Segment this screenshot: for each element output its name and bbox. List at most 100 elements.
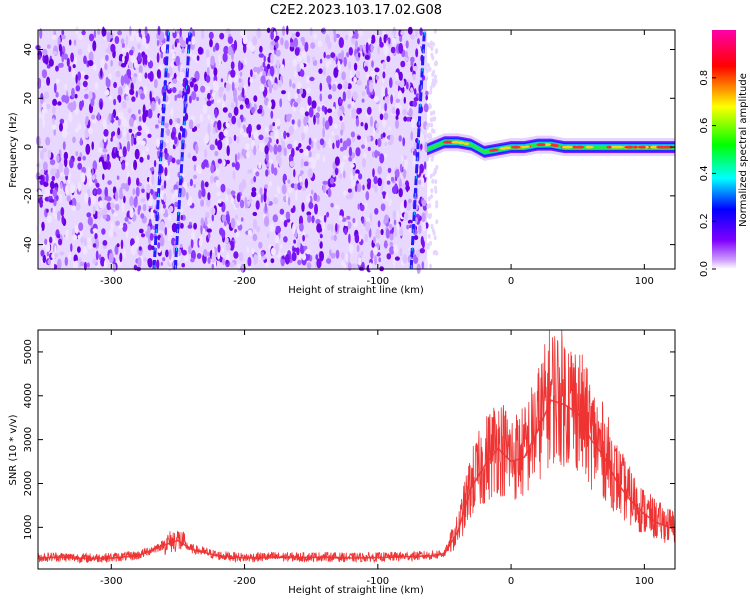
noise-speck — [289, 160, 295, 168]
noise-speck — [401, 86, 405, 94]
noise-speck — [84, 192, 89, 204]
noise-speck — [348, 243, 354, 254]
signal-peak — [499, 147, 507, 150]
noise-speck — [307, 168, 313, 179]
noise-speck — [234, 153, 238, 164]
noise-speck — [211, 214, 214, 222]
noise-speck — [160, 191, 163, 197]
noise-speck — [299, 223, 304, 232]
noise-speck — [116, 243, 120, 248]
noise-speck — [367, 106, 372, 115]
noise-speck — [226, 159, 230, 165]
noise-speck — [122, 128, 127, 138]
noise-speck — [349, 70, 353, 81]
snr-ticks: -300 -200 -100 0 100 1000 2000 3000 4000 5000 — [23, 330, 675, 587]
noise-speck — [280, 37, 284, 46]
noise-speck — [175, 123, 180, 129]
noise-speck — [217, 120, 222, 131]
noise-speck — [41, 81, 44, 87]
noise-speck — [269, 223, 275, 233]
noise-speck — [234, 161, 240, 171]
noise-speck — [169, 118, 173, 126]
noise-speck — [163, 161, 168, 168]
noise-speck — [353, 76, 357, 84]
noise-speck — [421, 199, 427, 207]
noise-speck — [224, 220, 227, 227]
noise-speck — [218, 131, 224, 141]
noise-speck — [210, 119, 214, 124]
noise-speck — [394, 256, 400, 261]
noise-speck — [54, 214, 58, 220]
noise-speck — [225, 82, 231, 92]
noise-speck — [193, 164, 197, 172]
noise-speck — [222, 107, 228, 113]
noise-speck — [398, 188, 403, 198]
noise-speck — [177, 172, 181, 178]
noise-speck — [83, 237, 87, 247]
noise-speck — [415, 249, 421, 258]
noise-speck — [113, 231, 117, 237]
noise-speck — [410, 34, 416, 40]
noise-speck — [358, 44, 364, 52]
noise-speck — [398, 71, 403, 81]
noise-speck — [270, 131, 274, 137]
noise-speck — [313, 114, 316, 125]
spectrogram-xtick-label: 0 — [508, 276, 514, 287]
noise-speck — [359, 28, 363, 37]
noise-speck — [147, 55, 151, 63]
noise-speck — [55, 78, 61, 84]
noise-speck — [223, 129, 229, 137]
noise-speck — [63, 53, 68, 60]
noise-speck — [192, 30, 196, 38]
noise-speck — [231, 115, 237, 125]
noise-speck — [309, 27, 313, 36]
noise-speck — [176, 159, 181, 165]
noise-speck — [140, 213, 145, 219]
noise-speck — [153, 160, 157, 168]
noise-speck — [40, 249, 45, 257]
noise-fringe — [430, 52, 434, 58]
noise-speck — [193, 184, 197, 188]
noise-speck — [275, 225, 281, 234]
noise-speck — [92, 174, 95, 181]
noise-speck — [123, 55, 128, 65]
noise-speck — [393, 219, 397, 226]
noise-speck — [121, 48, 126, 53]
noise-speck — [262, 61, 266, 68]
noise-speck — [370, 250, 374, 260]
noise-speck — [185, 192, 189, 201]
spectrogram-ytick-label: 20 — [23, 92, 34, 105]
noise-fringe — [431, 78, 435, 83]
noise-speck — [207, 192, 211, 201]
noise-speck — [322, 117, 325, 128]
noise-speck — [188, 119, 194, 130]
noise-speck — [275, 41, 279, 49]
noise-speck — [240, 217, 244, 222]
noise-speck — [186, 182, 190, 187]
noise-speck — [317, 40, 323, 48]
noise-speck — [355, 70, 361, 78]
noise-speck — [176, 118, 181, 124]
noise-speck — [310, 161, 316, 169]
noise-speck — [168, 205, 174, 213]
noise-speck — [239, 199, 245, 209]
noise-speck — [202, 103, 208, 114]
noise-speck — [358, 52, 361, 58]
noise-speck — [292, 83, 296, 89]
noise-speck — [393, 258, 396, 269]
noise-speck — [53, 197, 57, 207]
noise-speck — [216, 98, 222, 104]
noise-speck — [387, 167, 392, 173]
noise-speck — [275, 235, 280, 244]
noise-speck — [388, 37, 391, 45]
noise-speck — [241, 148, 245, 156]
noise-speck — [181, 47, 185, 54]
noise-speck — [400, 154, 404, 163]
noise-speck — [59, 193, 63, 203]
spectrogram-xtick-label: 100 — [635, 276, 654, 287]
noise-speck — [308, 150, 312, 158]
noise-speck — [375, 75, 379, 80]
noise-speck — [246, 246, 250, 253]
noise-speck — [272, 122, 276, 127]
noise-speck — [275, 35, 280, 41]
